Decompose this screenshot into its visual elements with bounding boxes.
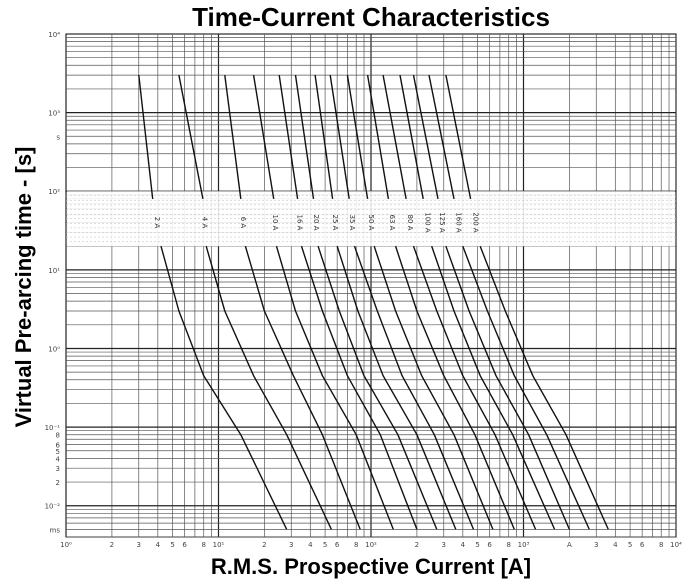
y-tick-label-14: ms bbox=[50, 526, 61, 534]
x-tick-labels: 10⁰ 2 3 4 5 6 8 10¹ 2 3 4 5 6 8 10² 2 3 4 5 6 8 10³ A 3 4 5 6 8 10⁴ bbox=[60, 541, 682, 549]
curve-label-14: 200 A bbox=[471, 212, 479, 233]
curve-lower-12 bbox=[445, 245, 571, 530]
x-tick-label-26: 6 bbox=[640, 541, 645, 549]
y-tick-label-6: 10⁻¹ bbox=[45, 424, 61, 432]
curve-lower-9 bbox=[394, 245, 515, 530]
curve-label-5: 20 A bbox=[312, 215, 320, 231]
y-tick-label-1: 10³ bbox=[48, 110, 60, 118]
curve-lower-7 bbox=[353, 245, 475, 530]
curve-upper-8 bbox=[346, 74, 369, 200]
x-tick-label-17: 4 bbox=[461, 541, 466, 549]
curve-label-8: 50 A bbox=[367, 215, 375, 231]
curve-lower-11 bbox=[431, 245, 556, 530]
x-tick-label-3: 4 bbox=[156, 541, 161, 549]
x-tick-label-1: 2 bbox=[110, 541, 114, 549]
x-tick-label-24: 4 bbox=[613, 541, 618, 549]
curve-lower-0 bbox=[160, 246, 288, 530]
chart-title: Time-Current Characteristics bbox=[192, 2, 550, 32]
y-tick-label-4: 10¹ bbox=[48, 267, 60, 275]
curve-upper-1 bbox=[178, 74, 204, 200]
y-tick-labels: 10⁴ 10³ s 10² 10¹ 10⁰ 10⁻¹8 654 3 2 10⁻² ms bbox=[45, 31, 61, 534]
curve-upper-10 bbox=[382, 74, 407, 200]
curve-label-0: 2 A bbox=[153, 217, 161, 229]
curve-label-11: 100 A bbox=[423, 212, 431, 233]
x-tick-label-9: 3 bbox=[289, 541, 293, 549]
curve-label-7: 35 A bbox=[348, 215, 356, 231]
curve-label-4: 16 A bbox=[295, 215, 303, 231]
curve-upper-0 bbox=[138, 75, 154, 199]
x-tick-label-19: 6 bbox=[487, 541, 492, 549]
x-tick-label-28: 10⁴ bbox=[670, 541, 682, 549]
curve-label-9: 63 A bbox=[388, 215, 396, 231]
curve-upper-6 bbox=[314, 75, 334, 199]
x-tick-label-25: 5 bbox=[628, 541, 632, 549]
x-tick-label-15: 2 bbox=[415, 541, 419, 549]
curve-upper-3 bbox=[252, 74, 275, 200]
curve-upper-13 bbox=[428, 74, 455, 200]
y-tick-label-5: 10⁰ bbox=[48, 345, 60, 353]
x-tick-label-23: 3 bbox=[594, 541, 598, 549]
curve-label-6: 25 A bbox=[331, 215, 339, 231]
curve-lower-10 bbox=[412, 245, 537, 530]
curve-lower-4 bbox=[300, 245, 418, 530]
y-tick-label-13: 10⁻² bbox=[45, 503, 61, 511]
x-tick-label-0: 10⁰ bbox=[60, 541, 72, 549]
x-tick-label-20: 8 bbox=[506, 541, 510, 549]
x-tick-label-22: A bbox=[567, 541, 572, 549]
x-tick-label-7: 10¹ bbox=[213, 541, 225, 549]
y-tick-label-11: 3 bbox=[56, 465, 60, 473]
y-tick-label-7: 8 bbox=[56, 432, 60, 440]
curve-upper-9 bbox=[366, 74, 390, 200]
x-axis-label: R.M.S. Prospective Current [A] bbox=[210, 554, 532, 579]
curve-lower-14 bbox=[479, 245, 609, 530]
x-tick-label-27: 8 bbox=[659, 541, 663, 549]
curve-upper-14 bbox=[445, 74, 472, 200]
x-tick-label-21: 10³ bbox=[518, 541, 530, 549]
y-tick-label-12: 2 bbox=[56, 479, 60, 487]
curve-upper-11 bbox=[399, 74, 424, 200]
curve-label-1: 4 A bbox=[200, 217, 208, 229]
curve-lower-1 bbox=[205, 246, 333, 530]
label-band bbox=[66, 191, 676, 247]
curve-lower-8 bbox=[373, 245, 494, 530]
curve-lower-13 bbox=[462, 245, 590, 530]
x-tick-label-14: 10² bbox=[365, 541, 377, 549]
curve-lower-2 bbox=[244, 246, 361, 530]
curve-label-13: 160 A bbox=[454, 212, 462, 233]
x-tick-label-2: 3 bbox=[137, 541, 141, 549]
curve-label-10: 80 A bbox=[406, 215, 414, 231]
x-tick-label-4: 5 bbox=[170, 541, 174, 549]
y-tick-label-0: 10⁴ bbox=[48, 31, 60, 39]
curve-upper-4 bbox=[278, 74, 299, 200]
curve-upper-5 bbox=[294, 74, 315, 200]
x-tick-label-10: 4 bbox=[308, 541, 313, 549]
curve-label-12: 125 A bbox=[438, 212, 446, 233]
fuse-curves bbox=[138, 74, 609, 530]
y-tick-label-9: 5 bbox=[56, 448, 60, 456]
y-tick-label-3: 10² bbox=[48, 188, 60, 196]
x-tick-label-13: 8 bbox=[354, 541, 358, 549]
curve-labels: 2 A 4 A 6 A 10 A 16 A 20 A 25 A 35 A 50 A 63 A 80 … bbox=[153, 212, 480, 233]
y-tick-label-2: s bbox=[56, 133, 60, 141]
y-tick-label-8: 6 bbox=[56, 442, 61, 450]
x-tick-label-6: 8 bbox=[201, 541, 205, 549]
x-tick-label-18: 5 bbox=[475, 541, 479, 549]
x-tick-label-12: 6 bbox=[335, 541, 340, 549]
x-tick-label-11: 5 bbox=[323, 541, 327, 549]
curve-lower-6 bbox=[336, 245, 457, 530]
y-tick-label-10: 4 bbox=[56, 455, 61, 463]
x-tick-label-5: 6 bbox=[182, 541, 187, 549]
curve-lower-3 bbox=[275, 246, 394, 530]
curve-upper-2 bbox=[224, 75, 242, 199]
curve-label-2: 6 A bbox=[239, 217, 247, 229]
x-tick-label-16: 3 bbox=[442, 541, 446, 549]
x-tick-label-8: 2 bbox=[262, 541, 266, 549]
curve-upper-7 bbox=[329, 74, 350, 200]
curve-label-3: 10 A bbox=[271, 215, 279, 231]
curve-upper-12 bbox=[412, 74, 439, 200]
curve-lower-5 bbox=[317, 245, 438, 530]
